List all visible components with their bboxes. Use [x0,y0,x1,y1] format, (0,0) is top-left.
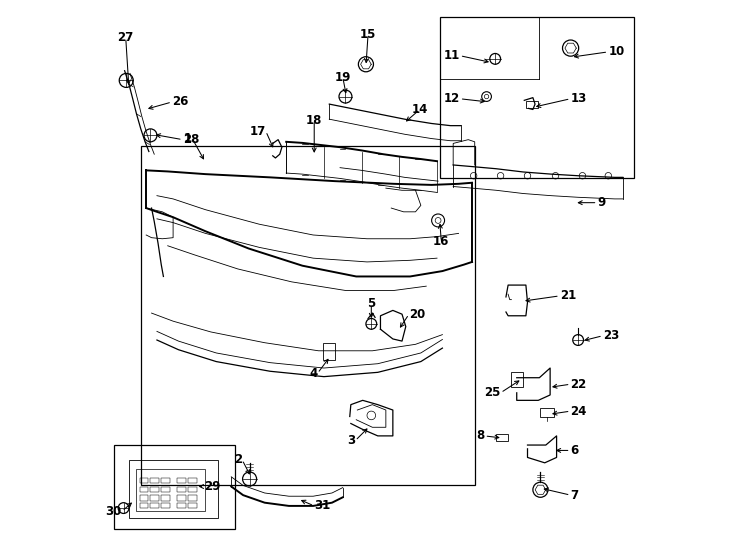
Text: 13: 13 [570,92,587,105]
Text: 2: 2 [234,453,242,466]
Text: 31: 31 [314,500,330,512]
Bar [161,503,170,508]
Text: 8: 8 [476,429,484,442]
Bar [188,503,197,508]
Bar [161,478,170,483]
Text: 27: 27 [117,31,134,44]
Bar [178,503,186,508]
Bar [150,487,159,492]
Bar [150,478,159,483]
Bar [139,495,148,501]
Text: 25: 25 [484,386,501,399]
Bar [150,503,159,508]
Text: 20: 20 [409,308,425,321]
Bar [139,487,148,492]
Text: 9: 9 [597,196,606,209]
Text: 29: 29 [204,480,221,493]
Bar [188,487,197,492]
Text: 21: 21 [560,289,576,302]
Bar [150,495,159,501]
Bar [129,460,218,518]
Text: 4: 4 [309,367,317,380]
Bar [178,478,186,483]
Text: 23: 23 [603,329,619,342]
Bar [496,434,508,441]
Text: 22: 22 [570,377,587,390]
Text: 14: 14 [412,103,428,116]
Text: 17: 17 [250,125,266,138]
Bar [178,487,186,492]
Bar [161,495,170,501]
Text: 28: 28 [183,133,199,146]
Bar [323,343,335,361]
Text: 6: 6 [570,444,579,457]
Text: 12: 12 [443,92,459,105]
Bar [139,478,148,483]
Text: 3: 3 [347,434,355,447]
Bar [540,408,554,416]
Text: 16: 16 [433,235,449,248]
Bar [512,373,523,387]
Text: 19: 19 [335,71,351,84]
Bar [178,495,186,501]
Text: 24: 24 [570,404,587,417]
Bar [188,495,197,501]
Bar [137,469,206,511]
Text: 5: 5 [367,297,375,310]
Bar [526,101,538,109]
Text: 7: 7 [570,489,578,502]
Text: 15: 15 [360,28,377,40]
Text: 1: 1 [184,132,192,145]
Text: 11: 11 [443,49,459,62]
Bar [139,503,148,508]
Bar [161,487,170,492]
Text: 10: 10 [608,45,625,58]
Text: 26: 26 [172,96,189,109]
Text: 18: 18 [306,114,322,127]
Bar [188,478,197,483]
Text: 30: 30 [106,505,122,518]
